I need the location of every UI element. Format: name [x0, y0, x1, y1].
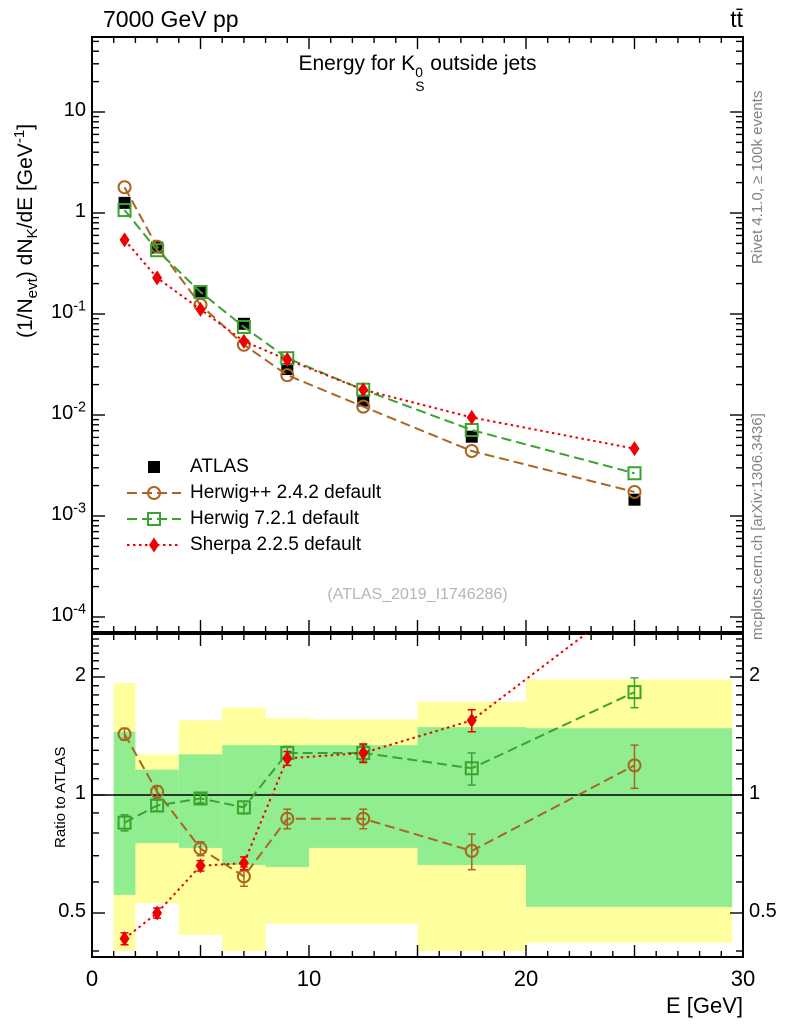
data-point-marker	[147, 512, 161, 526]
data-point-marker	[118, 196, 131, 209]
legend-item-atlas: ATLAS	[126, 454, 381, 480]
data-point-marker	[627, 484, 642, 499]
data-point-marker	[629, 441, 640, 457]
beam-energy-title: 7000 GeV pp	[103, 6, 239, 32]
data-point-marker	[150, 784, 165, 799]
data-point-marker	[282, 750, 293, 766]
data-point-marker	[193, 841, 208, 856]
data-point-marker	[195, 858, 206, 874]
legend-label: Herwig 7.2.1 default	[190, 508, 359, 529]
band-green-bin	[113, 731, 136, 895]
ratio-y-tick-label-right: 2	[749, 663, 761, 686]
x-tick-label: 10	[296, 966, 322, 991]
legend-label: Herwig++ 2.4.2 default	[190, 482, 382, 503]
series-line	[123, 634, 588, 940]
series-line	[123, 733, 635, 878]
x-tick-label: 30	[730, 966, 756, 991]
ratio-y-tick-label-left: 0.5	[58, 900, 86, 922]
legend-item-sherpa-2-2-5-default: Sherpa 2.2.5 default	[126, 532, 381, 558]
data-point-marker	[117, 727, 132, 742]
series-line	[124, 691, 635, 824]
data-point-marker	[117, 180, 132, 195]
ratio-y-tick-label-left: 1	[74, 782, 86, 804]
data-point-marker	[238, 855, 249, 871]
legend-marker-open-circle	[127, 486, 181, 500]
main-series-sherpa-2-2-5-default	[119, 232, 640, 457]
main-series-herwig-7-2-1-default	[117, 203, 642, 481]
data-point-marker	[280, 811, 295, 826]
watermark: (ATLAS_2019_I1746286)	[327, 586, 508, 603]
main-y-tick-label: 10-1	[50, 298, 86, 323]
data-point-marker	[627, 758, 642, 773]
x-axis-label: E [GeV]	[665, 993, 743, 1018]
axis-ticks	[92, 37, 743, 957]
main-series-herwig-2-4-2-default	[117, 180, 642, 499]
data-point-marker	[238, 333, 249, 349]
legend-item-herwig-7-2-1-default: Herwig 7.2.1 default	[126, 506, 381, 532]
main-y-tick-label: 10	[63, 99, 86, 121]
data-point-marker	[152, 905, 163, 921]
data-point-marker	[149, 537, 159, 553]
main-y-tick-label: 10-3	[50, 500, 86, 525]
data-point-marker	[282, 352, 293, 368]
x-tick-label: 0	[85, 966, 99, 991]
main-y-tick-label: 1	[74, 200, 86, 222]
rivet-version-note: Rivet 4.1.0, ≥ 100k events	[749, 90, 766, 264]
data-point-marker	[117, 815, 132, 830]
ratio-y-tick-label-right: 1	[749, 782, 761, 804]
data-point-marker	[627, 466, 642, 481]
data-point-marker	[152, 270, 163, 286]
data-point-marker	[466, 712, 477, 728]
legend-item-herwig-2-4-2-default: Herwig++ 2.4.2 default	[126, 480, 381, 506]
x-tick-label: 20	[513, 966, 539, 991]
band-green-bin	[526, 728, 733, 907]
data-point-marker	[147, 486, 161, 500]
data-point-marker	[464, 843, 479, 858]
main-y-tick-label: 10-4	[50, 601, 86, 626]
data-point-marker	[236, 319, 251, 334]
data-point-marker	[627, 685, 642, 700]
data-point-marker	[148, 461, 160, 473]
data-point-marker	[464, 761, 479, 776]
data-point-marker	[358, 745, 369, 761]
series-line	[123, 239, 635, 450]
data-point-marker	[193, 791, 208, 806]
data-point-marker	[236, 800, 251, 815]
data-point-marker	[280, 368, 295, 383]
data-point-marker	[358, 382, 369, 398]
legend-marker-filled-square	[148, 461, 160, 473]
ratio-y-tick-label-right: 0.5	[749, 900, 777, 922]
series-line	[123, 209, 635, 475]
data-point-marker	[150, 243, 165, 258]
ratio-series-sherpa-2-2-5-default	[119, 634, 588, 947]
process-title: tt̄	[730, 6, 743, 32]
data-point-marker	[356, 811, 371, 826]
data-point-marker	[193, 285, 208, 300]
legend-marker-filled-diamond	[127, 537, 181, 553]
data-point-marker	[464, 444, 479, 459]
series-line	[123, 186, 635, 493]
ratio-y-tick-label-left: 2	[74, 663, 86, 686]
mcplots-reference-note: mcplots.cern.ch [arXiv:1306.3436]	[749, 413, 766, 640]
legend: ATLAS Herwig++ 2.4.2 default Herwig 7.2.1 …	[126, 454, 381, 558]
data-point-marker	[119, 931, 130, 947]
legend-marker-open-square	[127, 512, 181, 526]
data-point-marker	[117, 203, 132, 218]
legend-label: ATLAS	[190, 456, 249, 477]
data-point-marker	[150, 798, 165, 813]
data-point-marker	[195, 301, 206, 317]
data-point-marker	[356, 399, 371, 414]
main-y-tick-label: 10-2	[50, 399, 86, 424]
data-point-marker	[119, 232, 130, 248]
legend-label: Sherpa 2.2.5 default	[190, 534, 362, 555]
uncertainty-bands	[113, 679, 733, 951]
data-point-marker	[466, 409, 477, 425]
